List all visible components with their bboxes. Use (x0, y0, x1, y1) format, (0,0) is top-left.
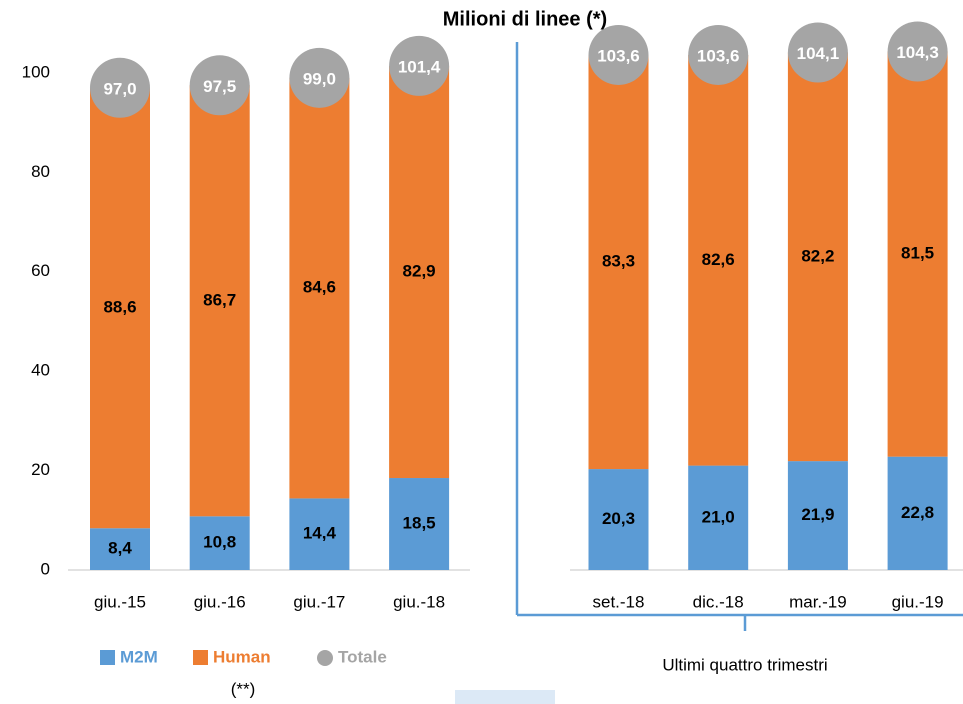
bar-segment (588, 469, 649, 570)
total-marker (887, 21, 948, 82)
data-label: 88,6 (103, 297, 136, 316)
x-tick-label: giu.-16 (194, 592, 246, 611)
data-label: 81,5 (901, 244, 934, 263)
data-label: 82,2 (801, 246, 834, 265)
annotation: Ultimi quattro trimestri (662, 655, 827, 674)
data-label: 101,4 (398, 57, 441, 76)
data-label: 21,0 (702, 507, 735, 526)
y-tick-label: 20 (31, 460, 50, 479)
legend-swatch (100, 650, 115, 665)
bar-segment (389, 478, 450, 570)
bar-segment (588, 54, 649, 470)
bar-segment (90, 87, 150, 529)
data-label: 20,3 (602, 509, 635, 528)
bar-segment (189, 516, 250, 570)
data-label: 82,6 (702, 250, 735, 269)
data-label: 97,5 (203, 77, 236, 96)
total-marker (289, 47, 350, 108)
bar-segment (787, 52, 848, 462)
y-tick-label: 40 (31, 361, 50, 380)
data-label: 18,5 (403, 513, 436, 532)
bar-segment (688, 465, 749, 570)
data-label: 21,9 (801, 505, 834, 524)
x-tick-label: set.-18 (593, 592, 645, 611)
legend-swatch (317, 650, 333, 666)
legend-label: M2M (120, 647, 158, 666)
plot: 0 20 40 60 80 100 giu.-15 8,4 88,6 97,0 giu.-16 10,… (22, 21, 963, 666)
data-label: 10,8 (203, 533, 236, 552)
y-tick-label: 0 (41, 559, 50, 578)
decoration (455, 690, 555, 704)
data-label: 8,4 (108, 539, 132, 558)
data-label: 82,9 (403, 261, 436, 280)
total-marker (787, 22, 848, 83)
data-label: 86,7 (203, 290, 236, 309)
bar-segment (90, 528, 150, 570)
data-label: 104,1 (797, 44, 840, 63)
bar-segment (289, 498, 350, 570)
data-label: 104,3 (896, 43, 939, 62)
total-marker (588, 24, 649, 85)
data-label: 103,6 (597, 46, 640, 65)
x-tick-label: giu.-18 (393, 592, 445, 611)
y-tick-label: 100 (22, 62, 50, 81)
total-marker (688, 24, 749, 85)
total-marker (389, 35, 450, 96)
data-label: 99,0 (303, 69, 336, 88)
bar-segment (389, 65, 450, 479)
data-label: 14,4 (303, 524, 337, 543)
data-label: 83,3 (602, 252, 635, 271)
total-marker (189, 55, 250, 116)
legend-label: Human (213, 647, 271, 666)
x-tick-label: giu.-15 (94, 592, 146, 611)
data-label: 22,8 (901, 503, 934, 522)
bar-segment (688, 54, 749, 466)
bar-segment (887, 456, 948, 570)
bar-segment (887, 51, 948, 457)
x-tick-label: giu.-17 (293, 592, 345, 611)
legend-label: Totale (338, 647, 387, 666)
data-label: 84,6 (303, 278, 336, 297)
annotation: (**) (231, 679, 256, 698)
bar-segment (189, 85, 250, 517)
legend-swatch (193, 650, 208, 665)
x-tick-label: mar.-19 (789, 592, 847, 611)
data-label: 103,6 (697, 46, 740, 65)
x-tick-label: dic.-18 (693, 592, 744, 611)
x-tick-label: giu.-19 (892, 592, 944, 611)
bar-segment (289, 77, 350, 499)
y-tick-label: 60 (31, 261, 50, 280)
total-marker (90, 57, 150, 118)
bar-segment (787, 461, 848, 570)
chart-title: Milioni di linee (*) (443, 8, 607, 30)
data-label: 97,0 (103, 79, 136, 98)
y-tick-label: 80 (31, 162, 50, 181)
